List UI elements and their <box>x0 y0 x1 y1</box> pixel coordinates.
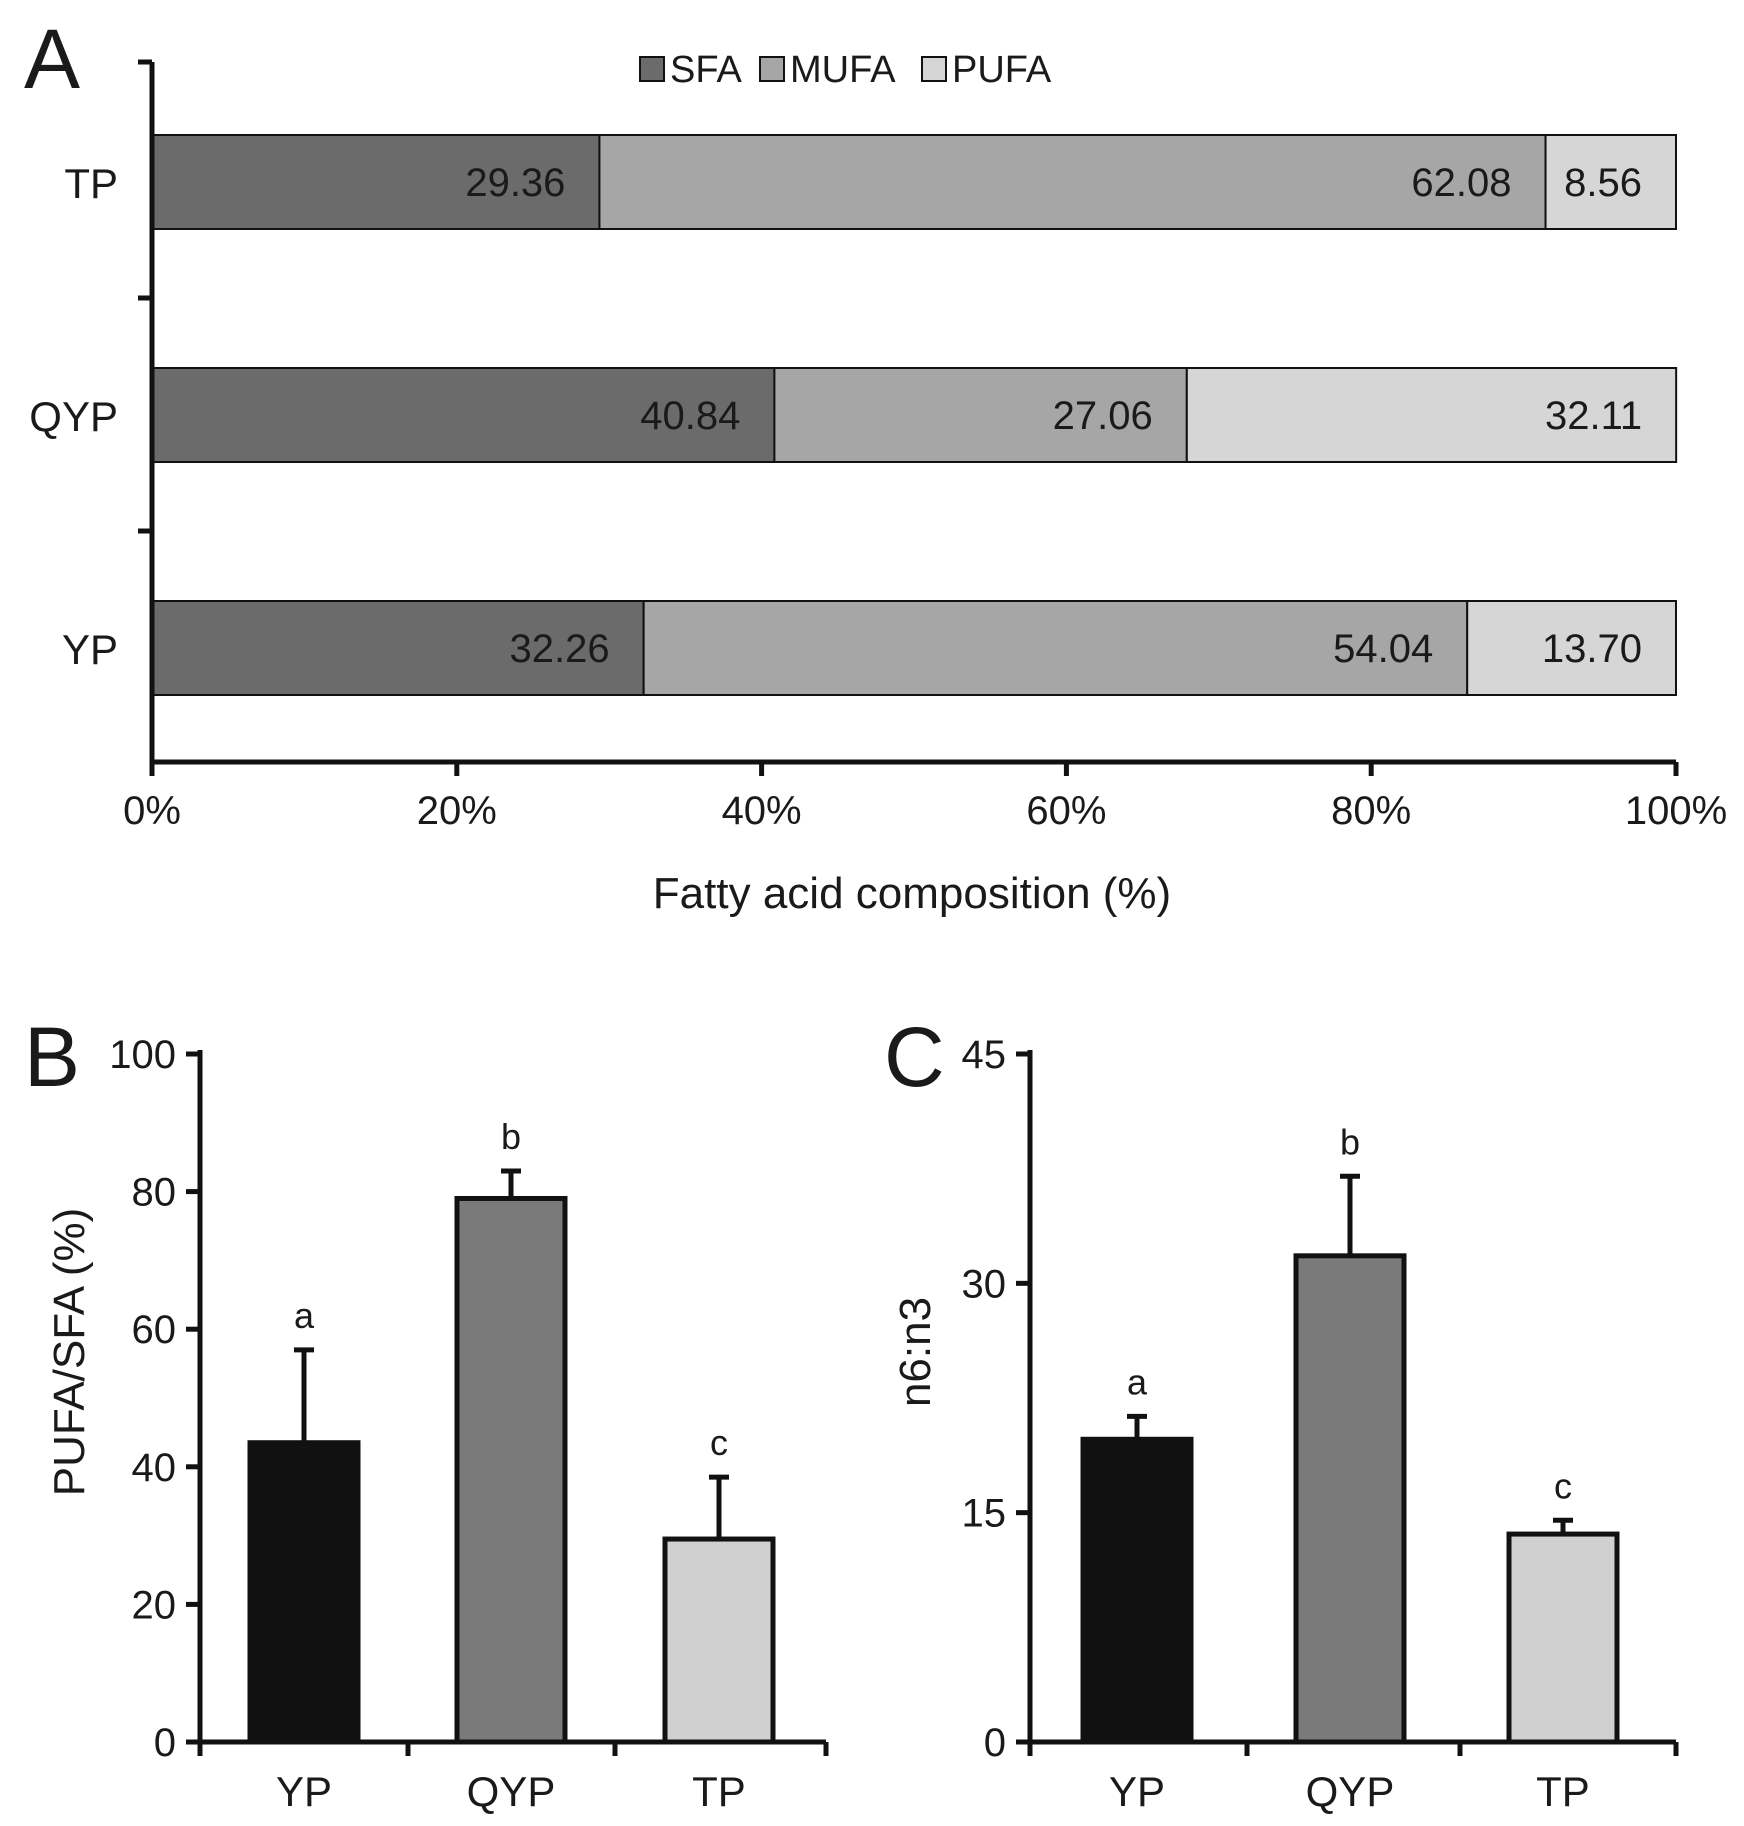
y-tick-label: 30 <box>962 1262 1007 1306</box>
bar-segment-yp-sfa <box>151 600 645 696</box>
y-tick-label-yp: YP <box>62 626 118 673</box>
bar-yp <box>1080 1436 1194 1745</box>
legend-swatch-mufa <box>759 56 785 82</box>
panel-c-bar-chart: C a b c YP QYP TP 0 15 30 45 n6:n3 <box>884 1010 1679 1815</box>
x-tick-label: 80% <box>1331 789 1411 833</box>
y-tick-label: 100 <box>109 1033 176 1077</box>
y-tick-label: 60 <box>132 1308 177 1352</box>
significance-label-yp: a <box>294 1295 315 1336</box>
data-label-yp-sfa: 32.26 <box>510 627 610 671</box>
significance-label-yp: a <box>1127 1361 1148 1402</box>
data-label-tp-sfa: 29.36 <box>465 161 565 205</box>
y-tick-label-tp: TP <box>64 160 118 207</box>
x-tick-label: 100% <box>1625 789 1727 833</box>
data-label-tp-pufa: 8.56 <box>1564 161 1642 205</box>
data-label-tp-mufa: 62.08 <box>1411 161 1511 205</box>
legend-label-mufa: MUFA <box>790 49 896 91</box>
significance-label-qyp: b <box>1340 1121 1360 1162</box>
panel-c-y-axis-title: n6:n3 <box>891 1297 940 1407</box>
panel-c-axes: YP QYP TP 0 15 30 45 <box>962 1033 1679 1815</box>
panel-c-bars: a b c <box>1080 1121 1620 1745</box>
bar-yp <box>247 1440 361 1745</box>
x-tick-label: 40% <box>722 789 802 833</box>
y-tick-label: 20 <box>132 1583 177 1627</box>
significance-label-qyp: b <box>501 1116 521 1157</box>
significance-label-tp: c <box>1554 1465 1572 1506</box>
panel-b-y-axis-title: PUFA/SFA (%) <box>45 1208 94 1497</box>
data-label-qyp-pufa: 32.11 <box>1545 394 1642 438</box>
bar-segment-qyp-pufa <box>1185 367 1678 463</box>
data-label-qyp-mufa: 27.06 <box>1053 394 1153 438</box>
y-tick-label: 40 <box>132 1446 177 1490</box>
legend-label-pufa: PUFA <box>952 49 1052 91</box>
x-tick-label: 20% <box>417 789 497 833</box>
bar-segment-tp-mufa <box>598 134 1547 230</box>
x-tick-label: 0% <box>123 789 181 833</box>
panel-a-axes: TP QYP YP 0% 20% 40% 60% 80% 100% <box>29 59 1727 833</box>
bar-segment-tp-sfa <box>151 134 601 230</box>
y-tick-label: 0 <box>154 1721 176 1765</box>
data-label-yp-pufa: 13.70 <box>1542 627 1642 671</box>
panel-a-stacked-bar-chart: A SFA MUFA PUFA 29.36 62.08 8.56 40.84 27.06 32… <box>24 12 1727 918</box>
bar-tp <box>1506 1531 1620 1745</box>
y-tick-label: 0 <box>984 1721 1006 1765</box>
legend-swatch-sfa <box>639 56 665 82</box>
y-tick-label: 15 <box>962 1492 1007 1536</box>
panel-b-axes: YP QYP TP 0 20 40 60 80 100 <box>109 1033 829 1815</box>
panel-a-bars: 29.36 62.08 8.56 40.84 27.06 32.11 32.26 54.04 1… <box>151 134 1678 696</box>
bar-segment-yp-mufa <box>642 600 1469 696</box>
bar-segment-qyp-mufa <box>773 367 1188 463</box>
bar-segment-tp-pufa <box>1544 134 1678 230</box>
significance-label-tp: c <box>710 1422 728 1463</box>
panel-b-bar-chart: B a b c YP QYP TP 0 20 40 60 80 100 PUFA/SFA (%) <box>24 1010 829 1815</box>
x-tick-label-tp: TP <box>1536 1768 1590 1815</box>
y-tick-label: 80 <box>132 1171 177 1215</box>
bar-segment-yp-pufa <box>1466 600 1678 696</box>
x-tick-label: 60% <box>1026 789 1106 833</box>
x-tick-label-tp: TP <box>692 1768 746 1815</box>
bar-qyp <box>454 1195 568 1745</box>
y-tick-label: 45 <box>962 1033 1007 1077</box>
x-tick-label-qyp: QYP <box>467 1768 556 1815</box>
legend-label-sfa: SFA <box>670 49 742 91</box>
data-label-qyp-sfa: 40.84 <box>640 394 740 438</box>
y-tick-label-qyp: QYP <box>29 393 118 440</box>
bar-qyp <box>1293 1253 1407 1745</box>
panel-a-x-axis-title: Fatty acid composition (%) <box>653 869 1171 918</box>
panel-a-legend: SFA MUFA PUFA <box>639 49 1052 91</box>
x-tick-label-yp: YP <box>1109 1768 1165 1815</box>
data-label-yp-mufa: 54.04 <box>1333 627 1433 671</box>
x-tick-label-qyp: QYP <box>1306 1768 1395 1815</box>
bar-tp <box>662 1536 776 1745</box>
panel-a-letter: A <box>24 12 80 106</box>
x-tick-label-yp: YP <box>276 1768 332 1815</box>
panel-c-letter: C <box>884 1010 945 1104</box>
legend-swatch-pufa <box>921 56 947 82</box>
bar-segment-qyp-sfa <box>151 367 776 463</box>
panel-b-letter: B <box>24 1010 80 1104</box>
